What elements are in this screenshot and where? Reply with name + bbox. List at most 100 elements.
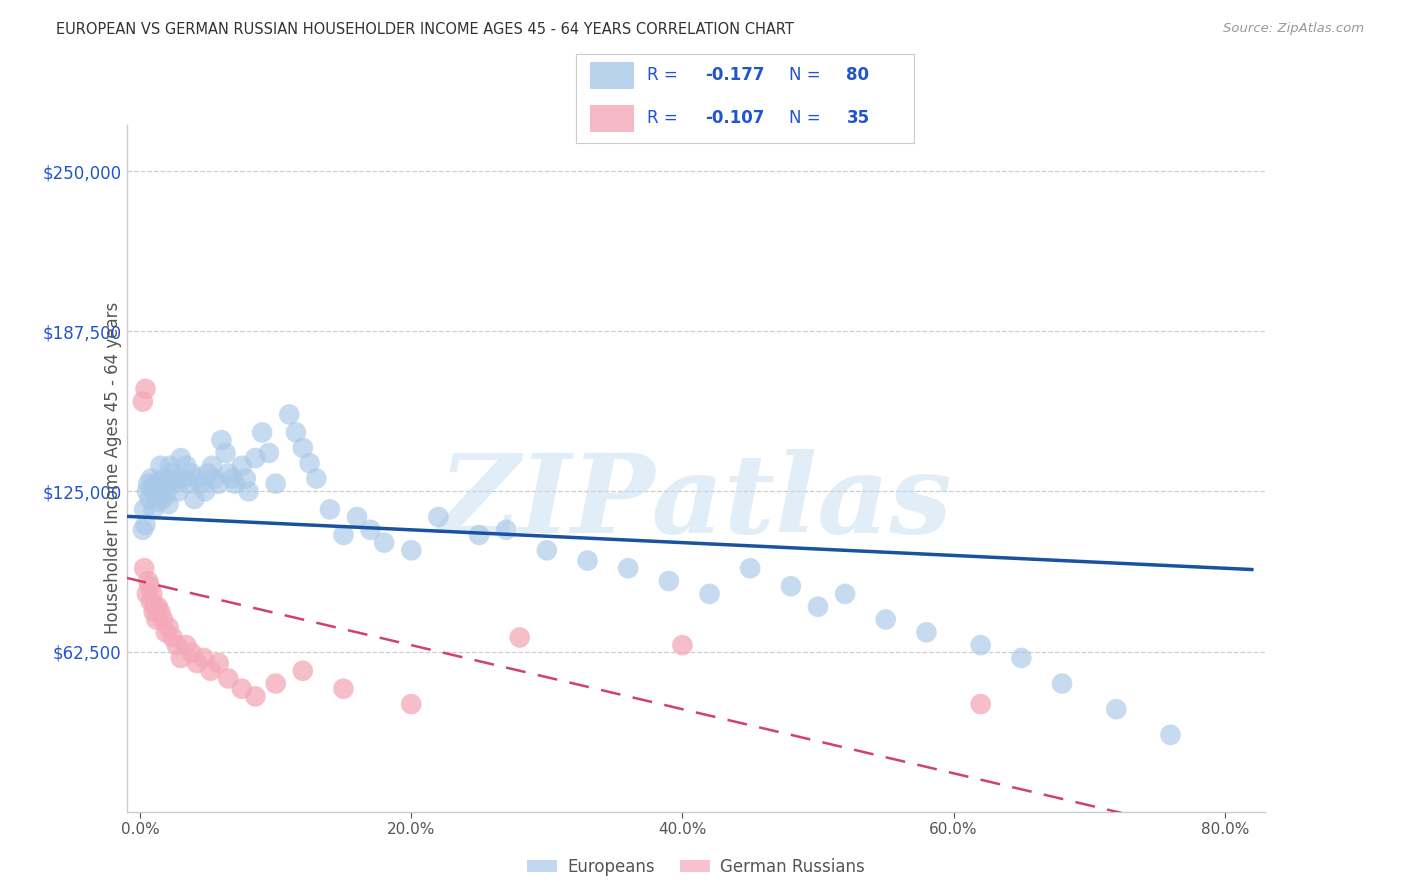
- Point: [217, 467, 239, 481]
- Point: [332, 528, 354, 542]
- Point: [183, 491, 205, 506]
- Point: [149, 605, 172, 619]
- Point: [468, 528, 491, 542]
- Point: [186, 471, 208, 485]
- Text: R =: R =: [647, 66, 683, 84]
- Point: [250, 425, 273, 440]
- Point: [427, 510, 450, 524]
- Point: [157, 620, 180, 634]
- Point: [231, 458, 253, 473]
- Point: [875, 613, 897, 627]
- Point: [145, 476, 167, 491]
- Point: [298, 456, 321, 470]
- Point: [146, 599, 169, 614]
- Point: [200, 664, 222, 678]
- Point: [257, 446, 280, 460]
- Point: [401, 543, 423, 558]
- Point: [142, 502, 165, 516]
- Text: ZIPatlas: ZIPatlas: [439, 449, 953, 557]
- Point: [177, 476, 200, 491]
- Point: [214, 446, 236, 460]
- Point: [285, 425, 308, 440]
- Point: [150, 479, 173, 493]
- Point: [264, 676, 287, 690]
- Point: [163, 476, 186, 491]
- Point: [174, 638, 197, 652]
- Point: [576, 553, 599, 567]
- Point: [166, 638, 188, 652]
- Point: [162, 631, 184, 645]
- Point: [264, 476, 287, 491]
- Point: [319, 502, 342, 516]
- Text: EUROPEAN VS GERMAN RUSSIAN HOUSEHOLDER INCOME AGES 45 - 64 YEARS CORRELATION CHA: EUROPEAN VS GERMAN RUSSIAN HOUSEHOLDER I…: [56, 22, 794, 37]
- Point: [157, 497, 180, 511]
- Point: [291, 441, 314, 455]
- Point: [141, 482, 163, 496]
- Point: [970, 697, 993, 711]
- Point: [201, 458, 224, 473]
- Point: [152, 491, 174, 506]
- Point: [235, 471, 257, 485]
- Point: [139, 471, 162, 485]
- Point: [135, 382, 156, 396]
- Point: [658, 574, 681, 588]
- Point: [204, 471, 226, 485]
- Point: [970, 638, 993, 652]
- Point: [180, 646, 202, 660]
- Point: [305, 471, 328, 485]
- Point: [170, 651, 193, 665]
- Point: [138, 579, 160, 593]
- Point: [145, 613, 167, 627]
- Point: [170, 451, 193, 466]
- Point: [136, 476, 159, 491]
- Text: -0.177: -0.177: [704, 66, 765, 84]
- Point: [136, 574, 159, 588]
- Point: [1105, 702, 1128, 716]
- Point: [208, 656, 231, 670]
- Point: [1050, 676, 1073, 690]
- Point: [197, 467, 219, 481]
- Point: [167, 484, 190, 499]
- Point: [221, 471, 243, 485]
- Text: Source: ZipAtlas.com: Source: ZipAtlas.com: [1223, 22, 1364, 36]
- Point: [142, 605, 165, 619]
- Point: [134, 502, 156, 516]
- Text: 35: 35: [846, 109, 869, 127]
- Point: [291, 664, 314, 678]
- Point: [172, 471, 194, 485]
- Point: [245, 451, 267, 466]
- Point: [332, 681, 354, 696]
- FancyBboxPatch shape: [591, 105, 634, 132]
- Point: [238, 484, 260, 499]
- Point: [143, 487, 166, 501]
- Point: [135, 484, 157, 499]
- Point: [1010, 651, 1032, 665]
- Point: [186, 656, 208, 670]
- Point: [143, 599, 166, 614]
- Point: [617, 561, 640, 575]
- Point: [699, 587, 721, 601]
- Point: [135, 587, 157, 601]
- Y-axis label: Householder Income Ages 45 - 64 years: Householder Income Ages 45 - 64 years: [104, 302, 122, 634]
- Point: [217, 672, 239, 686]
- Point: [509, 631, 531, 645]
- Point: [915, 625, 938, 640]
- Point: [190, 476, 212, 491]
- Point: [373, 535, 395, 549]
- Point: [495, 523, 517, 537]
- Point: [245, 690, 267, 704]
- Point: [231, 681, 253, 696]
- Point: [134, 561, 156, 575]
- Point: [740, 561, 762, 575]
- Point: [208, 476, 231, 491]
- Point: [155, 625, 177, 640]
- Point: [153, 471, 176, 485]
- Point: [152, 613, 174, 627]
- Text: -0.107: -0.107: [704, 109, 763, 127]
- Point: [807, 599, 830, 614]
- Legend: Europeans, German Russians: Europeans, German Russians: [520, 851, 872, 882]
- Point: [360, 523, 382, 537]
- Point: [159, 458, 181, 473]
- Point: [166, 471, 188, 485]
- Point: [148, 474, 170, 488]
